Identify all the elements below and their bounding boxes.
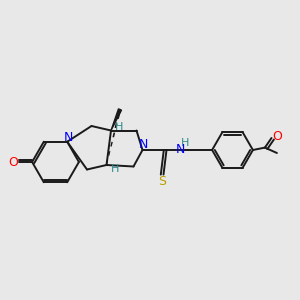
Text: S: S [158,175,166,188]
Text: N: N [138,137,148,151]
Text: H: H [115,122,124,132]
Text: H: H [181,138,190,148]
Text: O: O [8,155,18,169]
Text: H: H [111,164,120,175]
Polygon shape [111,109,122,130]
Text: N: N [176,142,185,156]
Text: N: N [64,131,73,144]
Text: O: O [272,130,282,143]
